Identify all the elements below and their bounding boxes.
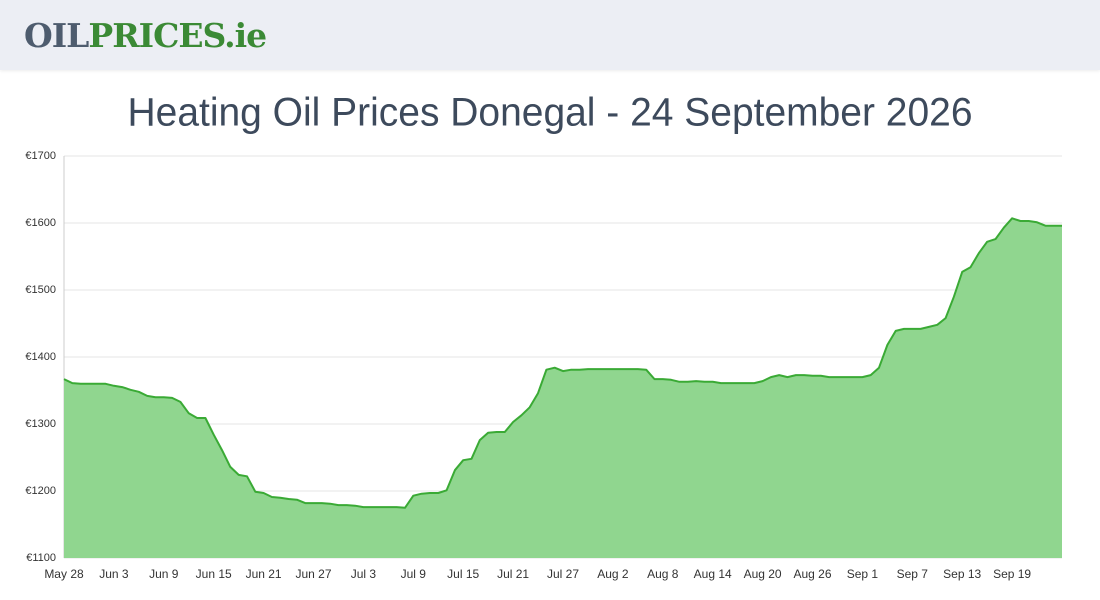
x-tick-label: Sep 7 (897, 567, 929, 581)
y-tick-label: €1200 (25, 485, 56, 497)
y-tick-label: €1400 (25, 351, 56, 363)
line (63, 217, 1062, 509)
y-tick-label: €1500 (25, 284, 56, 296)
logo-tld: .ie (224, 16, 267, 55)
logo[interactable]: OILPRICES.ie (24, 16, 267, 55)
x-tick-label: Jun 27 (295, 567, 331, 581)
x-tick-label: Jul 3 (351, 567, 377, 581)
x-tick-label: Sep 1 (847, 567, 879, 581)
logo-prices: PRICES (88, 16, 225, 55)
x-tick-label: Aug 8 (647, 567, 679, 581)
header: OILPRICES.ie (0, 0, 1100, 70)
x-tick-label: Jun 15 (196, 567, 232, 581)
x-tick-label: Sep 19 (993, 567, 1031, 581)
x-tick-label: Jun 9 (149, 567, 179, 581)
x-tick-label: Aug 20 (744, 567, 782, 581)
y-tick-label: €1100 (26, 552, 56, 564)
chart: Heating Oil Prices Donegal - 24 Septembe… (25, 91, 1062, 581)
y-tick-label: €1600 (25, 217, 56, 229)
x-tick-label: May 28 (44, 567, 84, 581)
x-tick-label: Jul 27 (547, 567, 579, 581)
x-tick-label: Aug 26 (793, 567, 831, 581)
x-tick-label: Jul 21 (497, 567, 529, 581)
x-tick-label: Jun 3 (99, 567, 129, 581)
x-tick-label: Aug 14 (694, 567, 732, 581)
x-tick-label: Aug 2 (597, 567, 629, 581)
x-tick-label: Jun 21 (246, 567, 282, 581)
x-tick-label: Jul 9 (401, 567, 427, 581)
area (64, 218, 1062, 559)
y-tick-label: €1700 (25, 150, 56, 162)
x-tick-label: Jul 15 (447, 567, 479, 581)
y-tick-label: €1300 (25, 418, 56, 430)
x-tick-label: Sep 13 (943, 567, 981, 581)
chart-title: Heating Oil Prices Donegal - 24 Septembe… (128, 91, 973, 135)
logo-oil: OIL (24, 16, 89, 55)
